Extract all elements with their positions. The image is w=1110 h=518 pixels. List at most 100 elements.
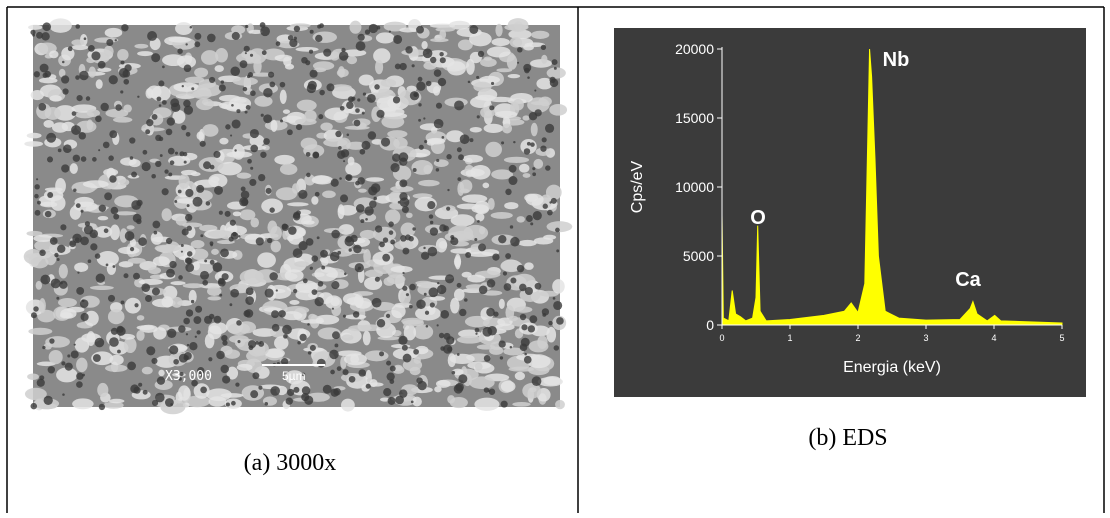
pore	[91, 51, 101, 61]
pore	[501, 141, 505, 145]
texture	[200, 50, 219, 65]
pore	[245, 287, 254, 296]
texture	[457, 181, 465, 196]
texture	[522, 383, 542, 399]
y-axis-label: Cps/eV	[629, 160, 646, 213]
pore	[220, 248, 229, 258]
texture	[381, 115, 405, 129]
pore	[268, 71, 275, 78]
texture	[296, 227, 306, 237]
pore	[133, 272, 140, 280]
texture	[261, 198, 284, 214]
texture	[421, 41, 428, 50]
pore	[71, 111, 77, 116]
pore	[95, 273, 106, 283]
pore	[306, 172, 311, 178]
texture	[341, 334, 354, 341]
texture	[171, 296, 183, 308]
pore	[370, 183, 381, 193]
texture	[496, 68, 513, 73]
pore	[98, 403, 106, 411]
texture	[226, 366, 239, 380]
pore	[130, 384, 140, 394]
pore	[353, 244, 362, 254]
pore	[469, 25, 479, 34]
pore	[379, 241, 385, 248]
pore	[263, 114, 273, 124]
pore	[138, 382, 143, 387]
pore	[316, 236, 320, 240]
pore	[61, 75, 70, 84]
pore	[437, 77, 447, 87]
pore	[345, 235, 353, 243]
texture	[107, 309, 125, 325]
texture	[330, 84, 352, 92]
texture	[359, 229, 376, 240]
pore	[359, 148, 366, 155]
pore	[337, 150, 346, 159]
texture	[88, 66, 96, 78]
y-tick-label: 20000	[675, 41, 714, 57]
pore	[474, 237, 478, 242]
pore	[147, 30, 158, 41]
pore	[155, 160, 162, 168]
pore	[178, 325, 186, 333]
pore	[402, 247, 410, 255]
pore	[288, 226, 297, 235]
pore	[180, 250, 184, 253]
texture	[27, 373, 39, 380]
pore	[455, 382, 464, 392]
pore	[464, 298, 468, 302]
caption: (b) EDS	[808, 425, 887, 451]
pore	[341, 47, 346, 53]
texture	[257, 252, 276, 268]
pore	[526, 141, 531, 146]
pore	[532, 172, 537, 177]
pore	[183, 64, 192, 73]
texture	[263, 307, 282, 313]
pore	[46, 132, 57, 143]
texture	[24, 387, 47, 401]
pore	[37, 200, 41, 205]
texture	[126, 225, 135, 230]
texture	[215, 47, 228, 63]
texture	[194, 67, 209, 78]
pore	[435, 102, 443, 109]
texture	[430, 38, 449, 43]
texture	[362, 330, 371, 346]
pore	[141, 283, 151, 292]
pore	[405, 293, 410, 297]
pore	[189, 26, 193, 29]
pore	[505, 188, 512, 196]
pore	[516, 264, 525, 273]
pore	[287, 34, 294, 41]
texture	[153, 327, 167, 340]
texture	[323, 138, 348, 147]
texture	[112, 116, 133, 123]
pore	[265, 187, 272, 194]
pore	[342, 314, 346, 318]
pore	[281, 223, 288, 230]
pore	[97, 60, 106, 69]
texture	[552, 279, 565, 294]
texture	[74, 262, 89, 273]
texture	[60, 308, 77, 319]
pore	[390, 162, 400, 173]
pore	[551, 59, 558, 66]
pore	[207, 33, 216, 43]
texture	[500, 260, 523, 273]
texture	[374, 59, 384, 75]
pore	[105, 263, 109, 267]
pore	[329, 251, 340, 262]
pore	[509, 225, 514, 229]
texture	[252, 341, 269, 356]
pore	[379, 351, 385, 357]
texture	[265, 348, 285, 359]
peak-label: Ca	[955, 269, 981, 291]
pore	[553, 345, 560, 351]
texture	[184, 395, 211, 408]
pore	[263, 138, 270, 145]
pore	[451, 370, 456, 375]
pore	[335, 130, 342, 138]
pore	[412, 168, 417, 173]
